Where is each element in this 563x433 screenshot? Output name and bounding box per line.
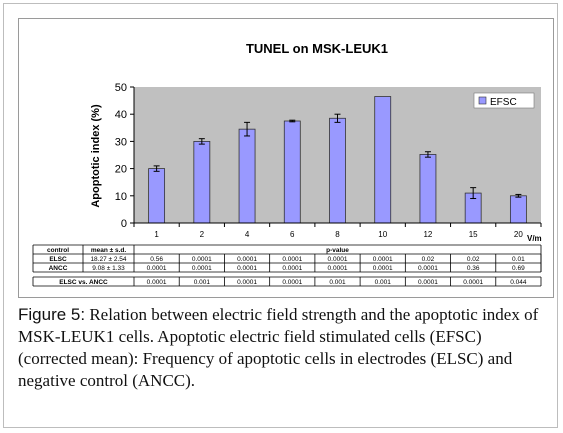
x-tick-label: 12 [423,230,432,239]
comparison-cell: 0.001 [375,279,392,286]
x-unit-label: V/m [527,234,542,243]
table-cell: 0.0001 [192,265,212,272]
y-axis: 0 10 20 30 40 50 [115,82,135,230]
chart-title: TUNEL on MSK-LEUK1 [246,41,388,56]
table-cell: 0.0001 [373,265,393,272]
x-tick-label: 4 [245,230,250,239]
table-cell: 0.0001 [237,265,257,272]
table-cell: 0.0001 [282,256,302,263]
legend-swatch [478,96,487,105]
y-tick-label: 20 [115,164,127,176]
table-cell: 0.0001 [328,256,348,263]
bar [509,195,527,224]
x-tick-label: 20 [514,230,523,239]
comparison-cell: 0.0001 [463,279,483,286]
table-cell: 0.0001 [328,265,348,272]
table-row-label: ELSC [49,256,67,263]
x-tick-label: 15 [469,230,478,239]
comparison-cell: 0.0001 [418,279,438,286]
y-tick-label: 50 [115,82,127,94]
table-cell: 0.0001 [237,256,257,263]
table-row-label: ANCC [49,265,68,272]
legend-box [473,92,535,109]
table-row-mean: 9.08 ± 1.33 [92,265,125,272]
data-table: control mean ± s.d. p-value ELSC 18.27 ± 2.5… [32,244,542,287]
y-tick-label: 0 [121,218,127,230]
comparison-cell: 0.0001 [237,279,257,286]
x-tick-label: 2 [200,230,205,239]
table-cell: 0.0001 [282,265,302,272]
table-cell: 0.01 [512,256,525,263]
table-cell: 0.0001 [192,256,212,263]
chart-panel: TUNEL on MSK-LEUK1 Apoptotic index (%) 0… [18,18,554,298]
table-cell: 0.36 [467,265,480,272]
caption-text: Relation between electric field strength… [18,305,539,390]
comparison-cell: 0.0001 [147,279,167,286]
x-tick-label: 8 [335,230,340,239]
y-tick-label: 40 [115,109,127,121]
figure-caption: Figure 5: Relation between electric fiel… [18,304,554,392]
caption-label: Figure 5: [18,305,86,324]
legend: EFSC [473,92,535,109]
comparison-cell: 0.0001 [282,279,302,286]
x-tick-label: 6 [290,230,295,239]
y-axis-label: Apoptotic index (%) [90,104,102,208]
table-cell: 0.02 [422,256,435,263]
comparison-cell: 0.001 [329,279,346,286]
bar [329,117,346,224]
bar [374,96,392,224]
y-tick-label: 10 [115,191,127,203]
bar [283,120,301,224]
comparison-cell: 0.044 [510,279,527,286]
chart-svg: TUNEL on MSK-LEUK1 Apoptotic index (%) 0… [32,41,542,287]
table-header-pvalue: p-value [326,247,349,254]
x-tick-label: 1 [154,230,159,239]
x-tick-label: 10 [378,230,387,239]
table-cell: 0.0001 [373,256,393,263]
bars-group [148,96,527,224]
table-header-mean: mean ± s.d. [91,247,127,254]
table-cell: 0.69 [512,265,525,272]
bar [193,141,211,224]
comparison-cell: 0.001 [194,279,211,286]
bar [148,168,166,224]
y-tick-label: 30 [115,136,127,148]
bar [419,154,437,224]
x-axis: 1 2 4 6 8 10 12 15 20 [133,222,542,239]
figure-frame: TUNEL on MSK-LEUK1 Apoptotic index (%) 0… [3,3,558,428]
table-header-control: control [47,247,69,254]
table-cell: 0.0001 [418,265,438,272]
table-cell: 0.02 [467,256,480,263]
table-cell: 0.56 [150,256,163,263]
table-cell: 0.0001 [147,265,167,272]
table-row-mean: 18.27 ± 2.54 [90,256,126,263]
legend-label: EFSC [490,97,517,108]
bar [238,128,256,224]
comparison-label: ELSC vs. ANCC [59,279,108,286]
